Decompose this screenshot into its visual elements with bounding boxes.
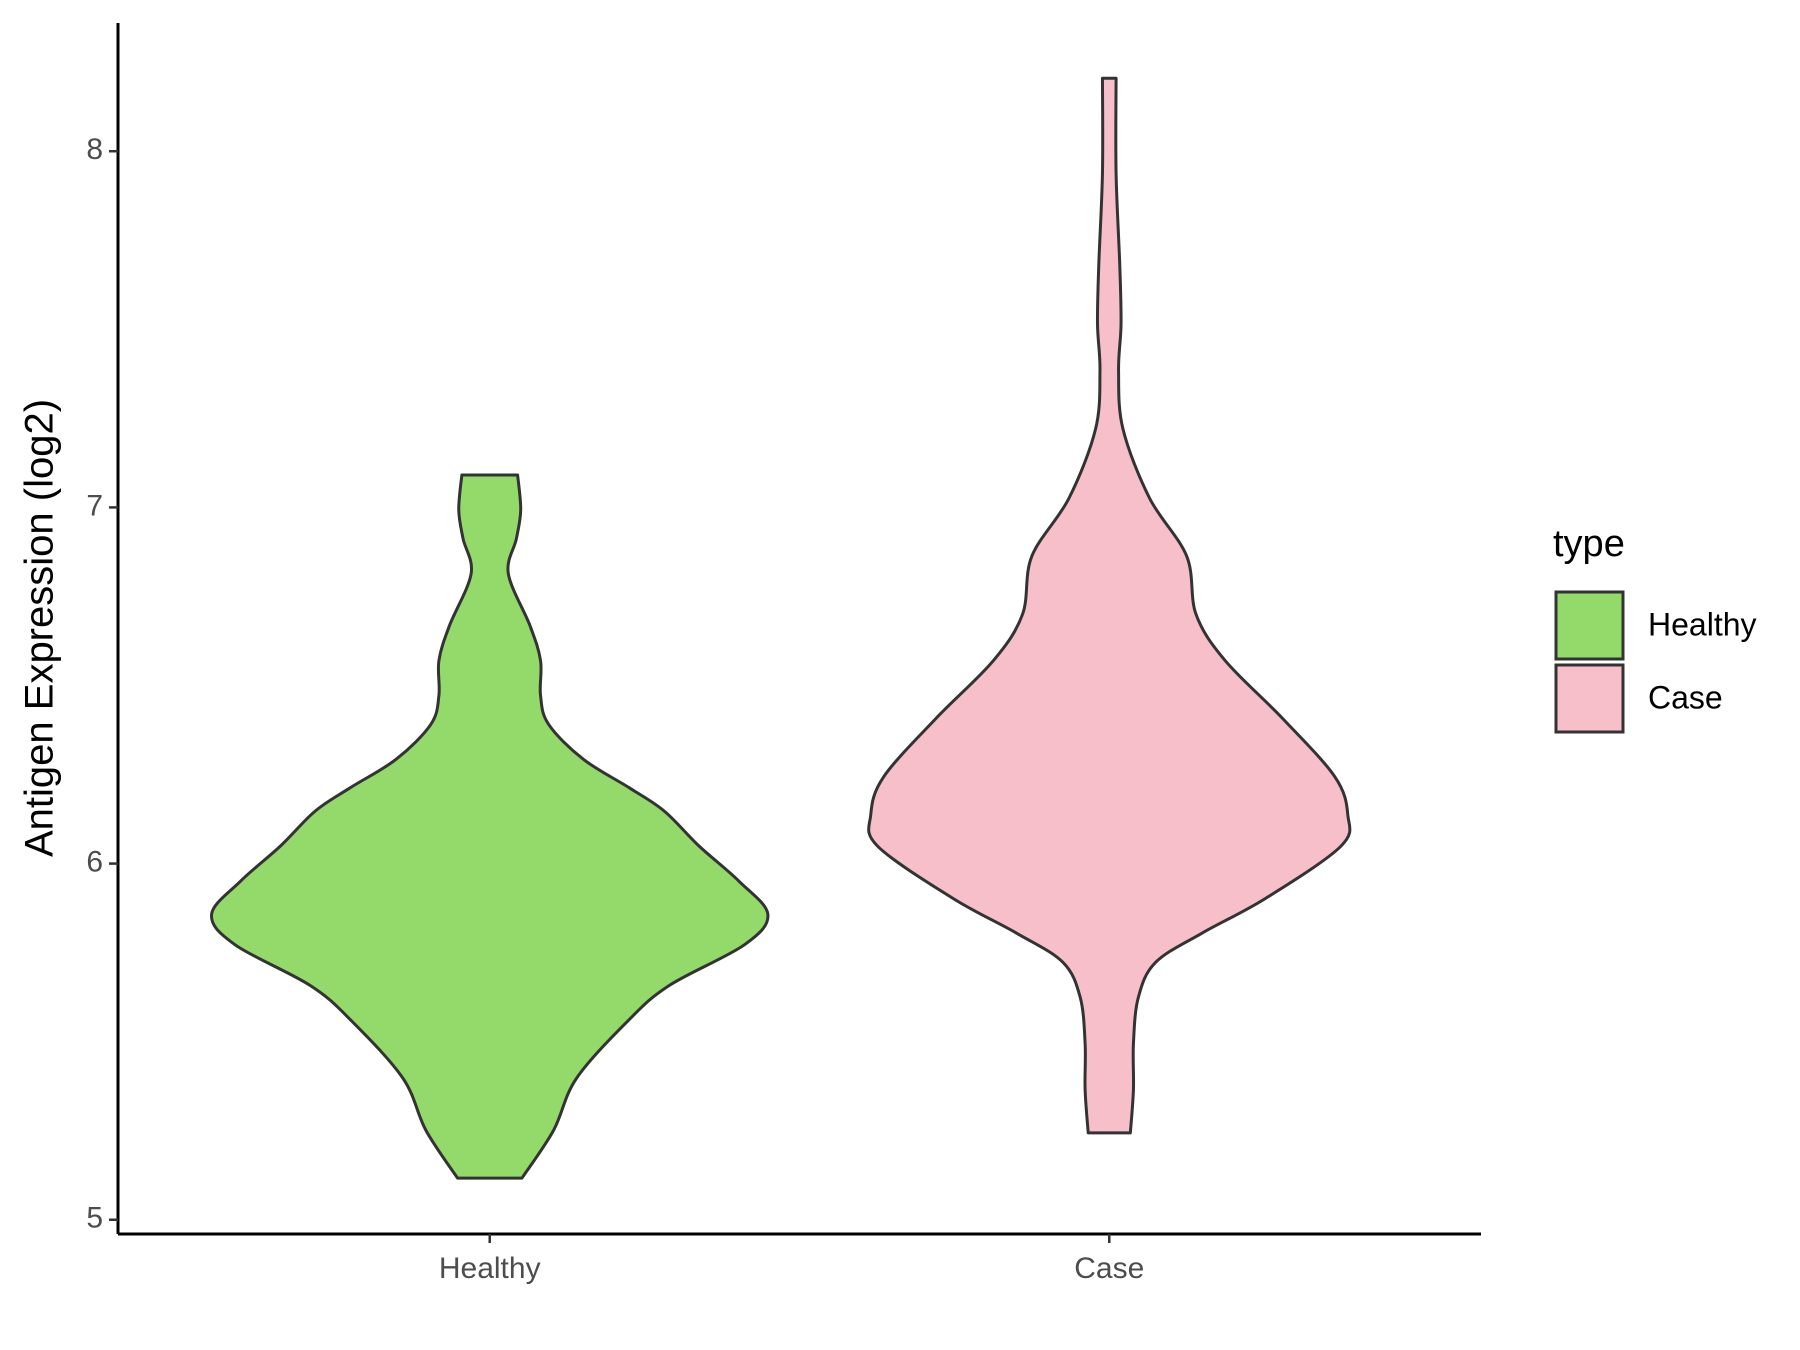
violin (210, 473, 770, 1180)
y-tick-label: 6 (86, 845, 103, 878)
violin (867, 76, 1352, 1135)
legend-label: Healthy (1648, 606, 1757, 642)
legend-label: Case (1648, 679, 1723, 715)
legend-key (1554, 663, 1625, 734)
y-tick-label: 5 (86, 1202, 103, 1235)
x-tick-label: Case (1074, 1252, 1144, 1285)
legend-key (1554, 590, 1625, 661)
y-axis-title: Antigen Expression (log2) (18, 399, 62, 857)
x-tick-label: Healthy (439, 1252, 541, 1285)
y-tick-label: 7 (86, 489, 103, 522)
legend-title: type (1553, 523, 1625, 565)
y-tick-label: 8 (86, 133, 103, 166)
